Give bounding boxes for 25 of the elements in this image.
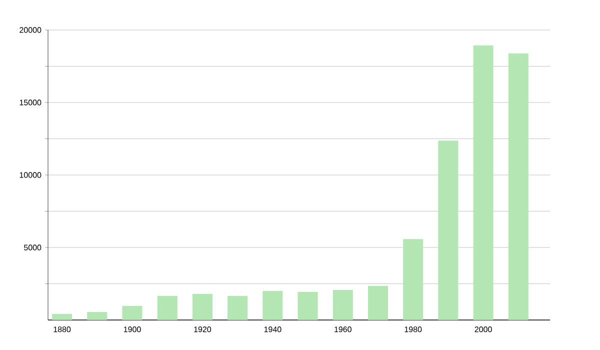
y-tick-label: 10000 bbox=[20, 172, 42, 178]
bar bbox=[228, 296, 248, 320]
bar bbox=[52, 314, 72, 320]
y-tick-label: 20000 bbox=[20, 27, 42, 33]
x-tick-label: 1900 bbox=[124, 326, 141, 332]
bar bbox=[508, 53, 528, 320]
bar bbox=[122, 306, 142, 320]
bar bbox=[298, 292, 318, 320]
y-tick-label: 5000 bbox=[24, 244, 42, 250]
bar bbox=[262, 290, 283, 320]
bar bbox=[368, 286, 388, 320]
bar bbox=[473, 45, 494, 320]
bar bbox=[403, 239, 424, 320]
bar bbox=[332, 290, 353, 320]
x-tick-label: 1880 bbox=[54, 326, 71, 332]
bar bbox=[438, 140, 458, 320]
x-tick-label: 2000 bbox=[474, 326, 492, 332]
x-tick-label: 1960 bbox=[334, 326, 352, 332]
x-tick-label: 1940 bbox=[264, 326, 282, 332]
x-tick-label: 1980 bbox=[404, 326, 422, 332]
bar bbox=[192, 294, 212, 320]
bar bbox=[157, 296, 178, 320]
bar bbox=[87, 312, 108, 320]
x-tick-label: 1920 bbox=[194, 326, 212, 332]
y-tick-label: 15000 bbox=[20, 100, 42, 106]
